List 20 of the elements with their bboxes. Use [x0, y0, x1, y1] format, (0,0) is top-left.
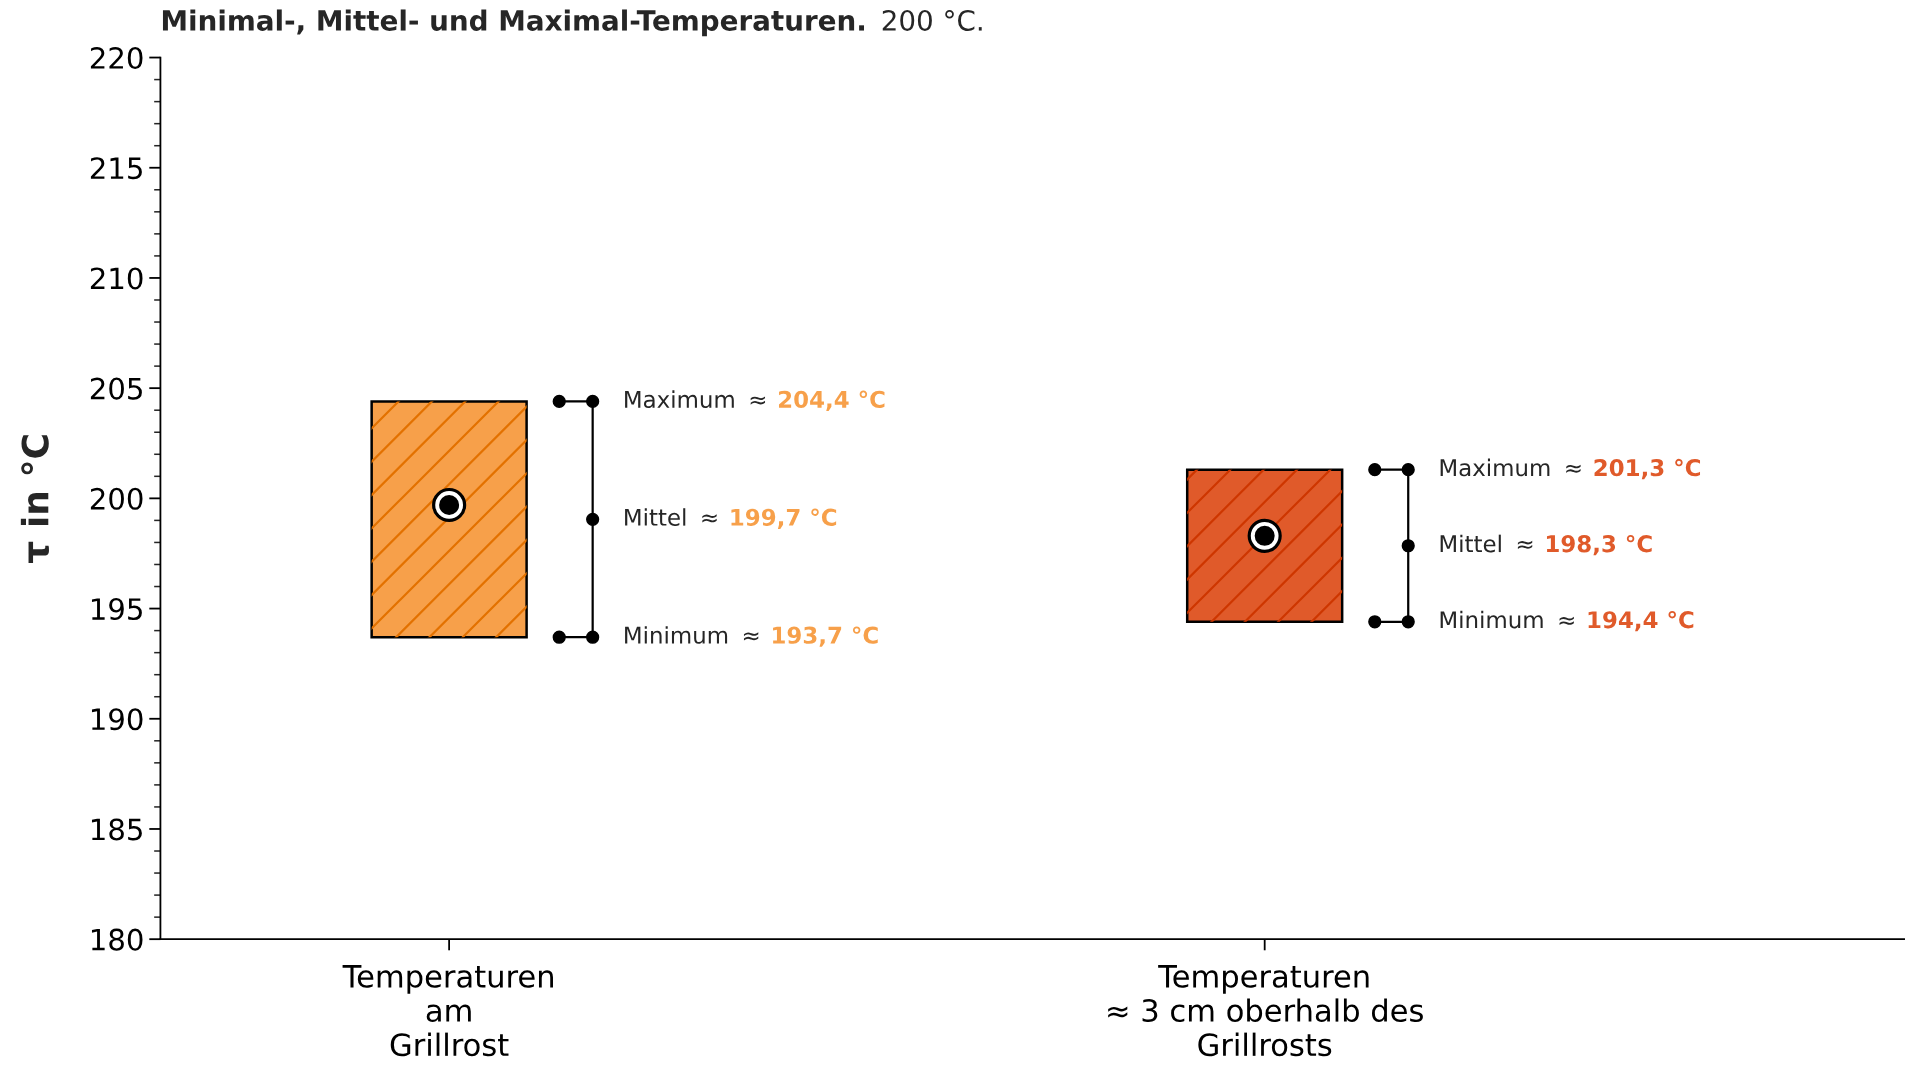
y-tick-label: 220: [90, 46, 143, 70]
y-tick-label: 190: [91, 708, 143, 731]
x-tick-label: Temperaturen ≈ 3 cm oberhalb des Grillrosts: [1108, 965, 1423, 1057]
y-tick-label: 205: [90, 377, 142, 400]
annotation: Mittel ≈ 198,3 °C: [1440, 534, 1652, 556]
annotation: Minimum ≈ 193,7 °C: [625, 626, 878, 647]
y-tick-label: 185: [91, 818, 142, 841]
y-tick-label: 200: [90, 487, 143, 510]
y-tick-label: 210: [90, 267, 143, 290]
annotation: Mittel ≈ 199,7 °C: [625, 508, 837, 529]
y-tick-label: 195: [91, 598, 142, 621]
annotation: Maximum ≈ 201,3 °C: [1440, 458, 1701, 480]
annotation: Maximum ≈ 204,4 °C: [625, 390, 885, 411]
y-axis-title: τ in °C: [20, 435, 49, 564]
chart-title: Minimal-, Mittel- und Maximal-Temperaturen.: [162, 9, 864, 37]
y-tick-label: 215: [90, 157, 142, 180]
chart-subtitle: 200 °C.: [882, 9, 982, 31]
x-tick-label: Temperaturen am Grillrost: [342, 965, 553, 1057]
y-tick-label: 180: [91, 928, 143, 951]
annotation: Minimum ≈ 194,4 °C: [1440, 610, 1694, 632]
